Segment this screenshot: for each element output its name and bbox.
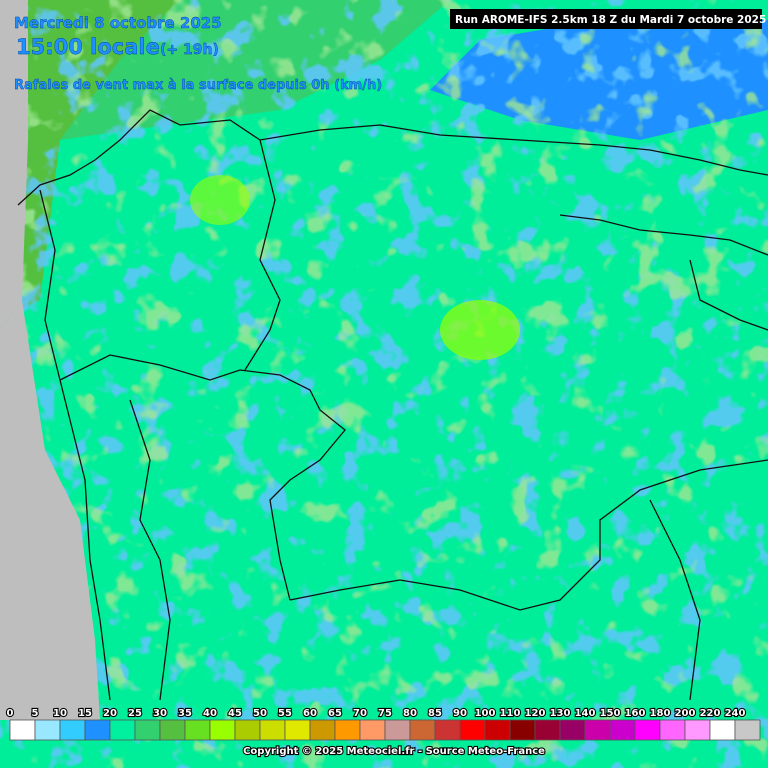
legend-swatch [509, 719, 536, 741]
legend-label: 240 [725, 708, 746, 719]
legend-label: 180 [650, 708, 671, 719]
legend-label: 85 [428, 708, 442, 719]
legend-swatch [559, 719, 586, 741]
legend-swatch [134, 719, 161, 741]
legend-swatch [109, 719, 136, 741]
legend-label: 65 [328, 708, 342, 719]
run-box [450, 9, 762, 29]
legend-label: 20 [103, 708, 117, 719]
legend-swatch [209, 719, 236, 741]
legend-label: 100 [475, 708, 496, 719]
legend-swatch [634, 719, 661, 741]
legend-label: 35 [178, 708, 192, 719]
legend-label: 60 [303, 708, 317, 719]
legend-swatch [434, 719, 461, 741]
legend-swatch [684, 719, 711, 741]
legend-label: 40 [203, 708, 217, 719]
legend-swatch [384, 719, 411, 741]
legend-label: 25 [128, 708, 142, 719]
gust-zone [190, 175, 250, 225]
legend-swatch [734, 719, 761, 741]
legend-label: 55 [278, 708, 292, 719]
legend-label: 220 [700, 708, 721, 719]
legend-swatch [259, 719, 286, 741]
legend-label: 160 [625, 708, 646, 719]
forecast-date: Mercredi 8 octobre 2025 [14, 14, 222, 32]
legend-label: 150 [600, 708, 621, 719]
legend-label: 130 [550, 708, 571, 719]
no-data-strip [0, 300, 100, 720]
no-data-strip [0, 0, 28, 330]
legend-swatch [409, 719, 436, 741]
legend-swatch [59, 719, 86, 741]
legend-swatch [459, 719, 486, 741]
legend-swatch [309, 719, 336, 741]
legend-label: 110 [500, 708, 521, 719]
legend-label: 90 [453, 708, 467, 719]
legend-swatch [334, 719, 361, 741]
legend-swatch [9, 719, 36, 741]
legend-swatch [84, 719, 111, 741]
legend-swatch [484, 719, 511, 741]
forecast-offset: (+ 19h) [160, 42, 219, 58]
legend-label: 140 [575, 708, 596, 719]
legend-swatch [584, 719, 611, 741]
run-info: Run AROME-IFS 2.5km 18 Z du Mardi 7 octo… [455, 14, 766, 26]
legend-swatch [184, 719, 211, 741]
legend-label: 120 [525, 708, 546, 719]
legend-label: 10 [53, 708, 67, 719]
gust-zone [440, 300, 520, 360]
legend-swatch [709, 719, 736, 741]
legend-label: 30 [153, 708, 167, 719]
legend-swatch [34, 719, 61, 741]
legend-label: 0 [7, 708, 14, 719]
legend-swatch [284, 719, 311, 741]
legend-swatch [659, 719, 686, 741]
legend-swatch [534, 719, 561, 741]
legend-label: 45 [228, 708, 242, 719]
legend-label: 5 [32, 708, 39, 719]
legend-swatch [609, 719, 636, 741]
borders [17, 109, 768, 701]
legend-swatch [159, 719, 186, 741]
legend-label: 80 [403, 708, 417, 719]
legend-swatch [234, 719, 261, 741]
legend-label: 75 [378, 708, 392, 719]
parameter-title: Rafales de vent max à la surface depuis … [14, 78, 382, 93]
legend-label: 200 [675, 708, 696, 719]
legend-label: 15 [78, 708, 92, 719]
header: Mercredi 8 octobre 2025 15:00 locale (+ … [14, 9, 766, 93]
legend-label: 70 [353, 708, 367, 719]
legend-swatch [359, 719, 386, 741]
legend-label: 50 [253, 708, 267, 719]
forecast-time: 15:00 locale [16, 35, 160, 59]
legend: 0 5 10 15 20 25 30 35 40 45 50 55 60 65 70 75 80 85 90 100 1… [5, 707, 761, 741]
copyright: Copyright © 2025 Meteociel.fr - Source M… [243, 746, 545, 757]
